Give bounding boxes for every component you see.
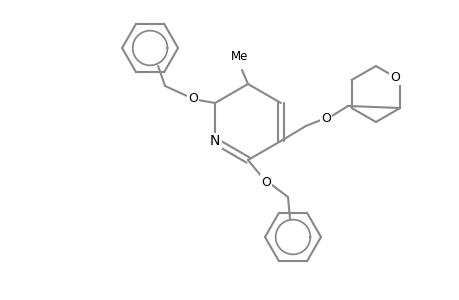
Text: O: O [389,70,399,83]
Text: O: O [188,92,197,104]
Text: O: O [320,112,330,124]
Text: Me: Me [231,50,248,62]
Text: O: O [261,176,270,188]
Text: N: N [209,134,220,148]
